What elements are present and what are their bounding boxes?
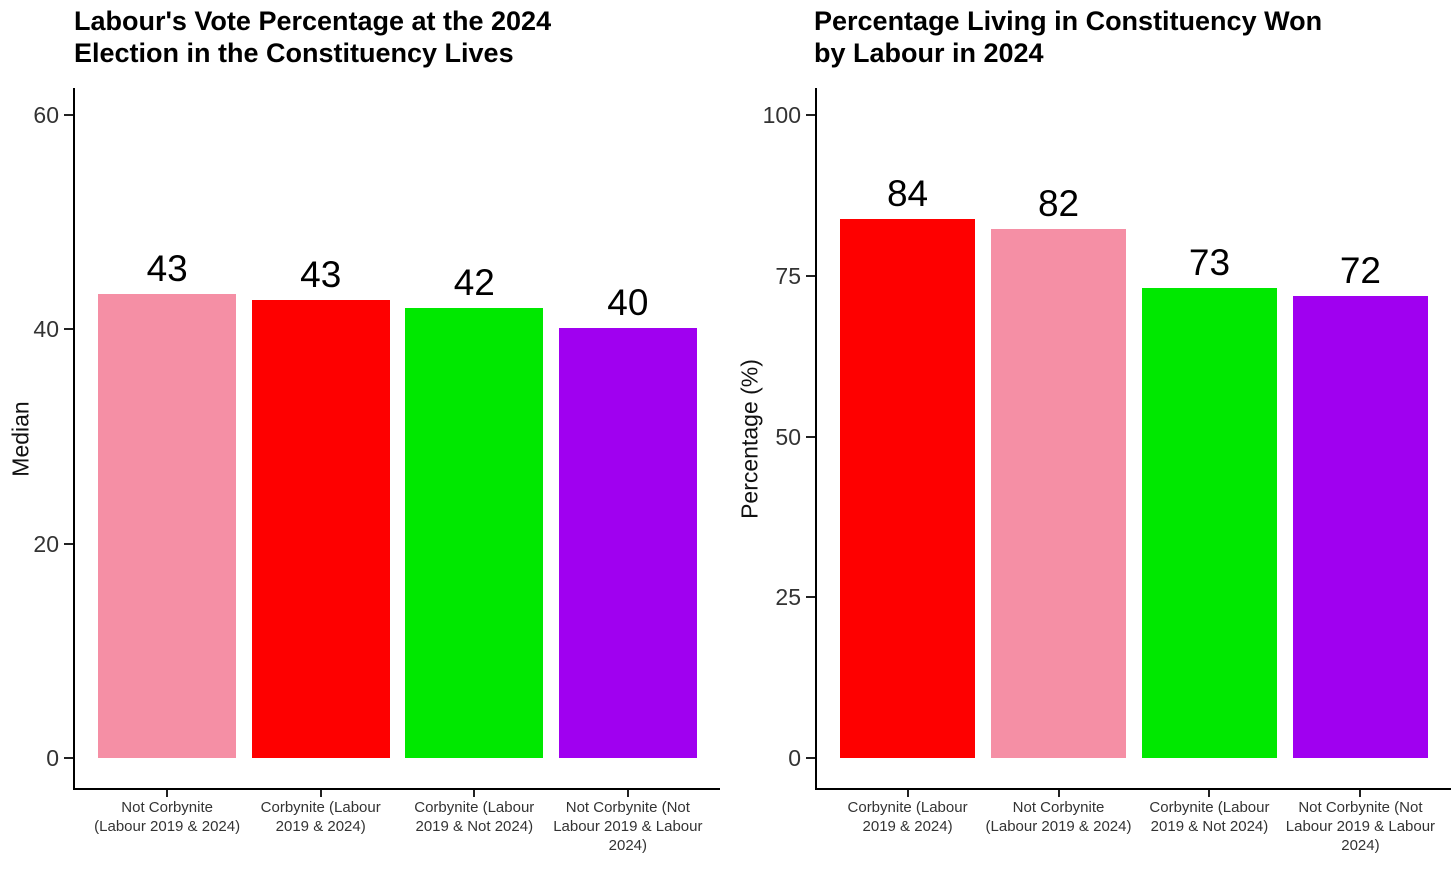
x-tick-mark	[1057, 790, 1060, 797]
x-category-label: Not Corbynite (Not Labour 2019 & Labour 20…	[538, 799, 718, 856]
x-category-label-line: 2024)	[608, 836, 648, 854]
bar-value-label: 42	[453, 261, 495, 303]
bar	[1141, 287, 1278, 758]
y-tick-label: 75	[775, 262, 801, 289]
bar-value-label: 73	[1188, 241, 1231, 283]
y-axis-line	[815, 88, 817, 790]
x-category-label-line: 2024)	[1341, 836, 1380, 854]
x-category-label: Not Corbynite (Labour 2019 & 2024)	[969, 799, 1149, 837]
x-category-label: Corbynite (Labour 2019 & 2024)	[231, 799, 411, 837]
x-category-label-line: (Labour 2019 & 2024)	[985, 817, 1132, 835]
x-category-label: Corbynite (Labour 2019 & 2024)	[818, 799, 998, 837]
y-tick-label: 0	[46, 745, 59, 771]
x-category-label-line: Corbynite (Labour	[414, 799, 535, 816]
bar-value-label: 82	[1037, 182, 1080, 224]
x-category-label-line: Labour 2019 & Labour	[553, 817, 703, 835]
chart-title-line-2: by Labour in 2024	[814, 38, 1044, 69]
y-tick-label: 25	[775, 584, 801, 611]
bar	[98, 293, 237, 758]
bar	[839, 218, 976, 758]
bar	[1292, 295, 1429, 758]
bar	[405, 307, 544, 758]
y-tick-mark	[64, 114, 73, 116]
chart-title-line-2: Election in the Constituency Lives	[74, 38, 514, 69]
y-tick-label: 60	[33, 102, 59, 128]
y-tick-mark	[64, 542, 73, 545]
y-tick-mark	[806, 757, 815, 759]
x-category-label-line: (Labour 2019 & 2024)	[94, 817, 241, 835]
x-category-label: Corbynite (Labour 2019 & Not 2024)	[1119, 799, 1299, 837]
y-tick-mark	[806, 596, 815, 599]
y-tick-label: 100	[762, 102, 801, 128]
bar	[558, 328, 697, 758]
x-category-label-line: Corbynite (Labour	[1149, 799, 1270, 816]
chart-title: Labour's Vote Percentage at the 2024 Ele…	[74, 5, 551, 70]
y-tick-mark	[64, 328, 73, 331]
x-tick-mark	[473, 790, 476, 797]
y-tick-mark	[806, 274, 815, 277]
x-category-label: Corbynite (Labour 2019 & Not 2024)	[384, 799, 564, 837]
x-tick-mark	[319, 790, 322, 797]
y-tick-mark	[806, 114, 815, 116]
bar	[251, 300, 390, 758]
x-category-label-line: Not Corbynite	[121, 799, 213, 816]
x-category-label: Not Corbynite (Labour 2019 & 2024)	[77, 799, 257, 837]
x-category-label-line: 2019 & Not 2024)	[1150, 817, 1269, 835]
x-category-label-line: 2019 & Not 2024)	[415, 817, 534, 835]
bar-value-label: 43	[300, 254, 342, 296]
chart-title-line-1: Labour's Vote Percentage at the 2024	[74, 6, 552, 36]
x-category-label-line: Not Corbynite (Not	[1298, 799, 1423, 816]
y-tick-label: 50	[775, 423, 801, 450]
x-axis-line	[73, 788, 720, 790]
x-tick-mark	[906, 790, 909, 797]
x-category-label-line: 2019 & 2024)	[862, 817, 953, 835]
y-tick-mark	[806, 435, 815, 438]
y-tick-label: 20	[33, 530, 59, 557]
y-tick-label: 40	[33, 316, 59, 343]
y-axis-title: Median	[7, 401, 34, 477]
bar-value-label: 43	[146, 247, 188, 289]
x-category-label-line: Labour 2019 & Labour	[1285, 817, 1436, 835]
x-category-label: Not Corbynite (Not Labour 2019 & Labour 20…	[1270, 799, 1450, 856]
x-axis-line	[815, 788, 1451, 790]
x-tick-mark	[166, 790, 169, 797]
x-tick-mark	[1359, 790, 1362, 797]
y-tick-mark	[64, 757, 73, 759]
x-category-label-line: Corbynite (Labour	[260, 799, 381, 816]
bar-value-label: 84	[886, 172, 929, 214]
x-category-label-line: Not Corbynite (Not	[565, 799, 690, 816]
x-category-label-line: Not Corbynite	[1012, 799, 1105, 816]
bar	[990, 228, 1127, 758]
x-category-label-line: 2019 & 2024)	[275, 817, 366, 835]
bar-value-label: 40	[607, 282, 649, 324]
bar-value-label: 72	[1339, 249, 1381, 291]
y-axis-line	[73, 88, 75, 790]
x-tick-mark	[626, 790, 629, 797]
x-category-label-line: Corbynite (Labour	[847, 799, 968, 816]
chart-title-line-1: Percentage Living in Constituency Won	[814, 6, 1323, 36]
x-tick-mark	[1208, 790, 1211, 797]
y-tick-label: 0	[788, 745, 801, 771]
chart-title: Percentage Living in Constituency Won by…	[814, 5, 1322, 70]
right-bar-chart: Percentage Living in Constituency Won by…	[728, 0, 1456, 884]
left-bar-chart: Labour's Vote Percentage at the 2024 Ele…	[7, 5, 720, 856]
